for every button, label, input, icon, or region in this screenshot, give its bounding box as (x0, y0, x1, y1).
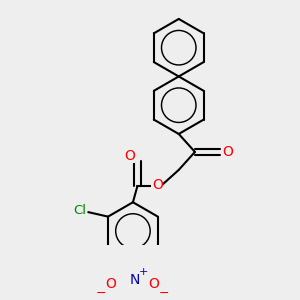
Text: O: O (124, 148, 135, 163)
Text: −: − (95, 286, 106, 299)
Text: O: O (105, 277, 116, 291)
Text: +: + (139, 267, 148, 277)
Text: O: O (223, 145, 234, 159)
Text: O: O (152, 178, 163, 192)
Text: O: O (148, 277, 159, 291)
Text: N: N (130, 272, 140, 286)
Text: −: − (159, 286, 169, 299)
Text: Cl: Cl (73, 204, 86, 217)
